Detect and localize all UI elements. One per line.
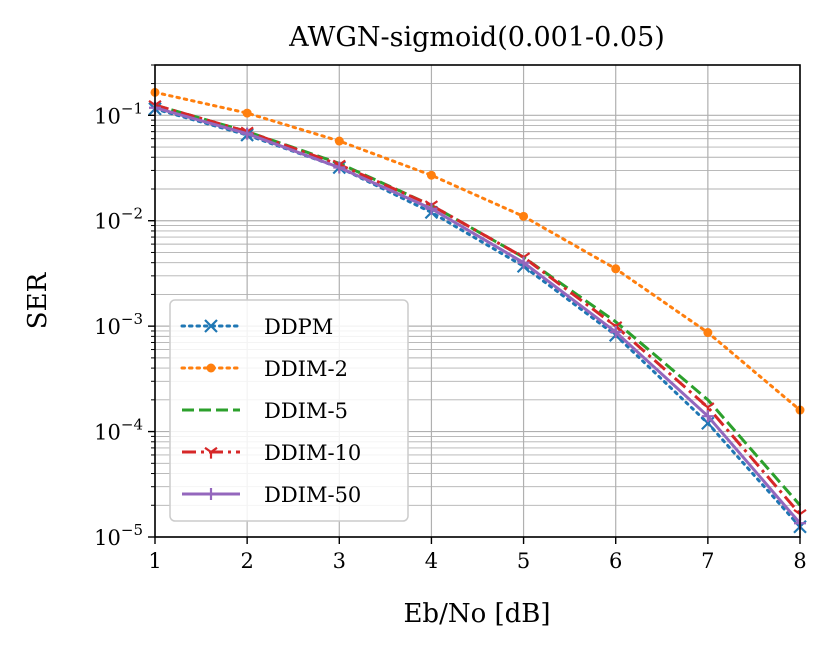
legend-item: DDIM-5 — [182, 399, 348, 423]
marker-plus — [701, 410, 714, 423]
x-axis-label: Eb/No [dB] — [403, 599, 550, 629]
marker-dot — [242, 108, 252, 118]
legend-box — [169, 299, 409, 522]
x-tick-label: 4 — [425, 549, 438, 573]
marker-dot — [206, 363, 216, 373]
marker-x — [204, 319, 218, 333]
marker-dot — [334, 136, 344, 146]
ticks: 1 2 3 4 5 6 7 8 10−5 10−4 10−3 10−2 10−1 — [94, 64, 807, 573]
marker-dot — [703, 328, 713, 338]
legend-label: DDIM-10 — [264, 441, 361, 465]
marker-plus — [425, 202, 438, 215]
y-tick-label: 10−2 — [94, 205, 143, 234]
marker-dot — [519, 211, 529, 221]
x-tick-label: 3 — [333, 549, 346, 573]
marker-plus — [205, 488, 217, 500]
y-tick-label: 10−5 — [94, 521, 143, 550]
legend-item: DDIM-2 — [180, 357, 348, 381]
marker-plus — [517, 256, 530, 269]
x-tick-label: 2 — [240, 549, 253, 573]
chart-title: AWGN-sigmoid(0.001-0.05) — [288, 22, 665, 53]
x-tick-label: 8 — [793, 549, 806, 573]
plot-frame — [154, 64, 801, 538]
legend-label: DDIM-50 — [264, 483, 361, 507]
x-tick-label: 6 — [609, 549, 622, 573]
y-tick-label: 10−4 — [94, 416, 143, 445]
y-tick-label: 10−3 — [94, 310, 143, 339]
legend-item: DDPM — [180, 315, 333, 339]
marker-plus — [241, 127, 254, 140]
marker-dot — [426, 170, 436, 180]
legend: DDPM DDIM-2 DDIM-5 DDIM-10 DDIM-50 — [169, 299, 409, 522]
series-line — [153, 90, 802, 412]
series-ddim-2 — [150, 87, 805, 415]
y-axis-label: SER — [23, 271, 53, 329]
x-tick-label: 7 — [701, 549, 714, 573]
marker-plus — [609, 326, 622, 339]
series-line — [154, 103, 802, 516]
y-tick-label: 10−1 — [94, 99, 143, 128]
marker-dot — [611, 264, 621, 274]
marker-tri-down — [204, 446, 218, 459]
series-line — [154, 106, 802, 525]
x-tick-label: 5 — [517, 549, 530, 573]
x-tick-label: 1 — [148, 549, 161, 573]
legend-label: DDIM-5 — [264, 399, 348, 423]
legend-item: DDIM-50 — [182, 483, 361, 507]
series-layer — [148, 87, 807, 534]
marker-plus — [333, 161, 346, 174]
legend-item: DDIM-10 — [182, 441, 361, 465]
legend-label: DDIM-2 — [264, 357, 348, 381]
legend-label: DDPM — [264, 315, 333, 339]
